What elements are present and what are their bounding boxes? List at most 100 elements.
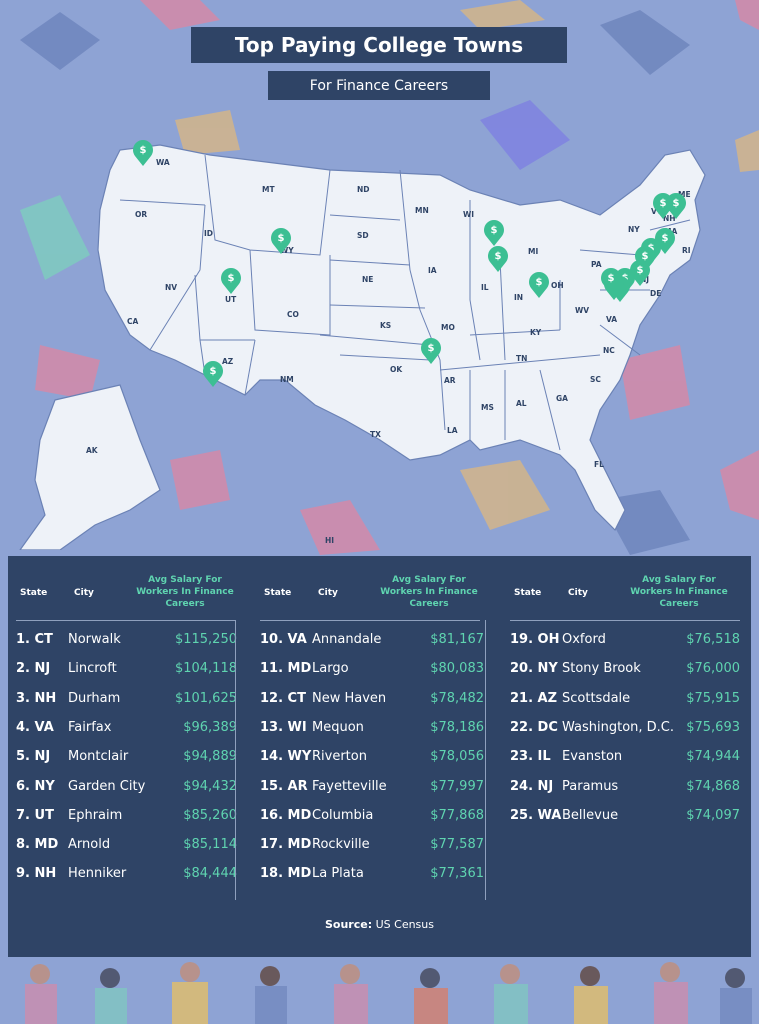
state-label: MS xyxy=(481,403,494,412)
city-name: Garden City xyxy=(68,778,146,794)
city-name: Fairfax xyxy=(68,719,112,735)
svg-text:$: $ xyxy=(642,251,649,262)
state-label: NC xyxy=(603,346,615,355)
state-label: NM xyxy=(280,375,294,384)
salary-value: $85,260 xyxy=(183,807,237,823)
salary-value: $81,167 xyxy=(430,632,484,647)
rank-state: 15. AR xyxy=(260,778,308,794)
salary-value: $84,444 xyxy=(183,866,237,882)
header-city: City xyxy=(74,588,94,598)
salary-value: $77,587 xyxy=(430,837,484,853)
header-state: State xyxy=(264,588,292,598)
city-name: New Haven xyxy=(312,690,387,706)
city-name: Oxford xyxy=(562,632,606,647)
header-rule xyxy=(260,620,480,621)
state-label: HI xyxy=(325,536,334,545)
state-label: IA xyxy=(428,266,437,275)
table-row: 20. NY Stony Brook $76,000 xyxy=(506,661,740,681)
pins-group: $$$$$$$$$$$$$$$$$$ xyxy=(133,140,686,387)
state-label: CA xyxy=(127,317,139,326)
svg-text:$: $ xyxy=(210,366,217,377)
salary-value: $78,056 xyxy=(430,749,484,765)
table-row: 5. NJ Montclair $94,889 xyxy=(12,749,237,769)
table-row: 22. DC Washington, D.C. $75,693 xyxy=(506,720,740,740)
svg-text:$: $ xyxy=(660,198,667,209)
city-name: Scottsdale xyxy=(562,690,631,706)
state-label: NH xyxy=(663,214,676,223)
city-name: Annandale xyxy=(312,632,382,647)
rank-state: 11. MD xyxy=(260,661,312,677)
source-value: US Census xyxy=(375,918,434,931)
city-name: Columbia xyxy=(312,807,374,823)
state-label: ME xyxy=(678,190,691,199)
state-label: MO xyxy=(441,323,455,332)
state-label: KS xyxy=(380,321,391,330)
state-label: ID xyxy=(204,229,213,238)
salary-value: $94,432 xyxy=(183,778,237,794)
dollar-pin-icon: $ xyxy=(488,246,509,272)
salary-value: $78,482 xyxy=(430,690,484,706)
table-row: 21. AZ Scottsdale $75,915 xyxy=(506,691,740,711)
city-name: La Plata xyxy=(312,866,364,882)
table-row: 18. MD La Plata $77,361 xyxy=(256,866,484,886)
table-row: 4. VA Fairfax $96,389 xyxy=(12,720,237,740)
salary-value: $78,186 xyxy=(430,719,484,735)
source-label: Source: xyxy=(324,918,373,931)
table-row: 11. MD Largo $80,083 xyxy=(256,661,484,681)
header-city: City xyxy=(568,588,588,598)
state-label: LA xyxy=(447,426,458,435)
state-label: TN xyxy=(516,354,527,363)
state-label: WY xyxy=(280,246,294,255)
svg-text:$: $ xyxy=(536,277,543,288)
rank-state: 16. MD xyxy=(260,807,312,823)
table-header: State City Avg Salary For Workers In Fin… xyxy=(256,574,484,614)
table-row: 14. WY Riverton $78,056 xyxy=(256,749,484,769)
rank-state: 14. WY xyxy=(260,749,312,765)
column-divider xyxy=(485,620,486,900)
state-label: NE xyxy=(362,275,373,284)
salary-value: $76,000 xyxy=(686,661,740,677)
city-name: Arnold xyxy=(68,837,111,853)
table-row: 3. NH Durham $101,625 xyxy=(12,691,237,711)
state-label: VA xyxy=(606,315,617,324)
table-row: 16. MD Columbia $77,868 xyxy=(256,808,484,828)
dollar-pin-icon: $ xyxy=(421,338,441,364)
city-name: Montclair xyxy=(68,749,129,765)
state-label: OR xyxy=(135,210,147,219)
state-label: WI xyxy=(463,210,474,219)
salary-value: $85,114 xyxy=(183,837,237,853)
city-name: Washington, D.C. xyxy=(562,719,675,735)
svg-text:$: $ xyxy=(495,251,502,262)
rank-state: 18. MD xyxy=(260,866,312,882)
salary-value: $74,868 xyxy=(686,778,740,794)
rank-state: 19. OH xyxy=(510,632,560,647)
table-row: 25. WA Bellevue $74,097 xyxy=(506,808,740,828)
svg-text:$: $ xyxy=(637,265,644,276)
city-name: Lincroft xyxy=(68,661,117,677)
rank-state: 22. DC xyxy=(510,719,558,735)
salary-value: $74,097 xyxy=(686,807,740,823)
state-label: VT xyxy=(651,207,663,216)
salary-value: $77,997 xyxy=(430,778,484,794)
city-name: Fayetteville xyxy=(312,778,387,794)
state-label: AR xyxy=(444,376,456,385)
rank-state: 1. CT xyxy=(16,632,53,647)
rank-state: 6. NY xyxy=(16,778,55,794)
header-state: State xyxy=(20,588,48,598)
rank-state: 20. NY xyxy=(510,661,558,677)
state-label: AZ xyxy=(222,357,234,366)
rank-state: 17. MD xyxy=(260,837,312,853)
salary-table-panel: State City Avg Salary For Workers In Fin… xyxy=(8,556,751,957)
table-row: 12. CT New Haven $78,482 xyxy=(256,691,484,711)
table-header: State City Avg Salary For Workers In Fin… xyxy=(506,574,740,614)
salary-value: $80,083 xyxy=(430,661,484,677)
header-city: City xyxy=(318,588,338,598)
table-row: 23. IL Evanston $74,944 xyxy=(506,749,740,769)
state-label: FL xyxy=(594,460,604,469)
state-label: SD xyxy=(357,231,369,240)
state-label: MT xyxy=(262,185,275,194)
rank-state: 9. NH xyxy=(16,866,57,882)
city-name: Largo xyxy=(312,661,349,677)
dollar-pin-icon: $ xyxy=(666,193,686,219)
table-row: 17. MD Rockville $77,587 xyxy=(256,837,484,857)
